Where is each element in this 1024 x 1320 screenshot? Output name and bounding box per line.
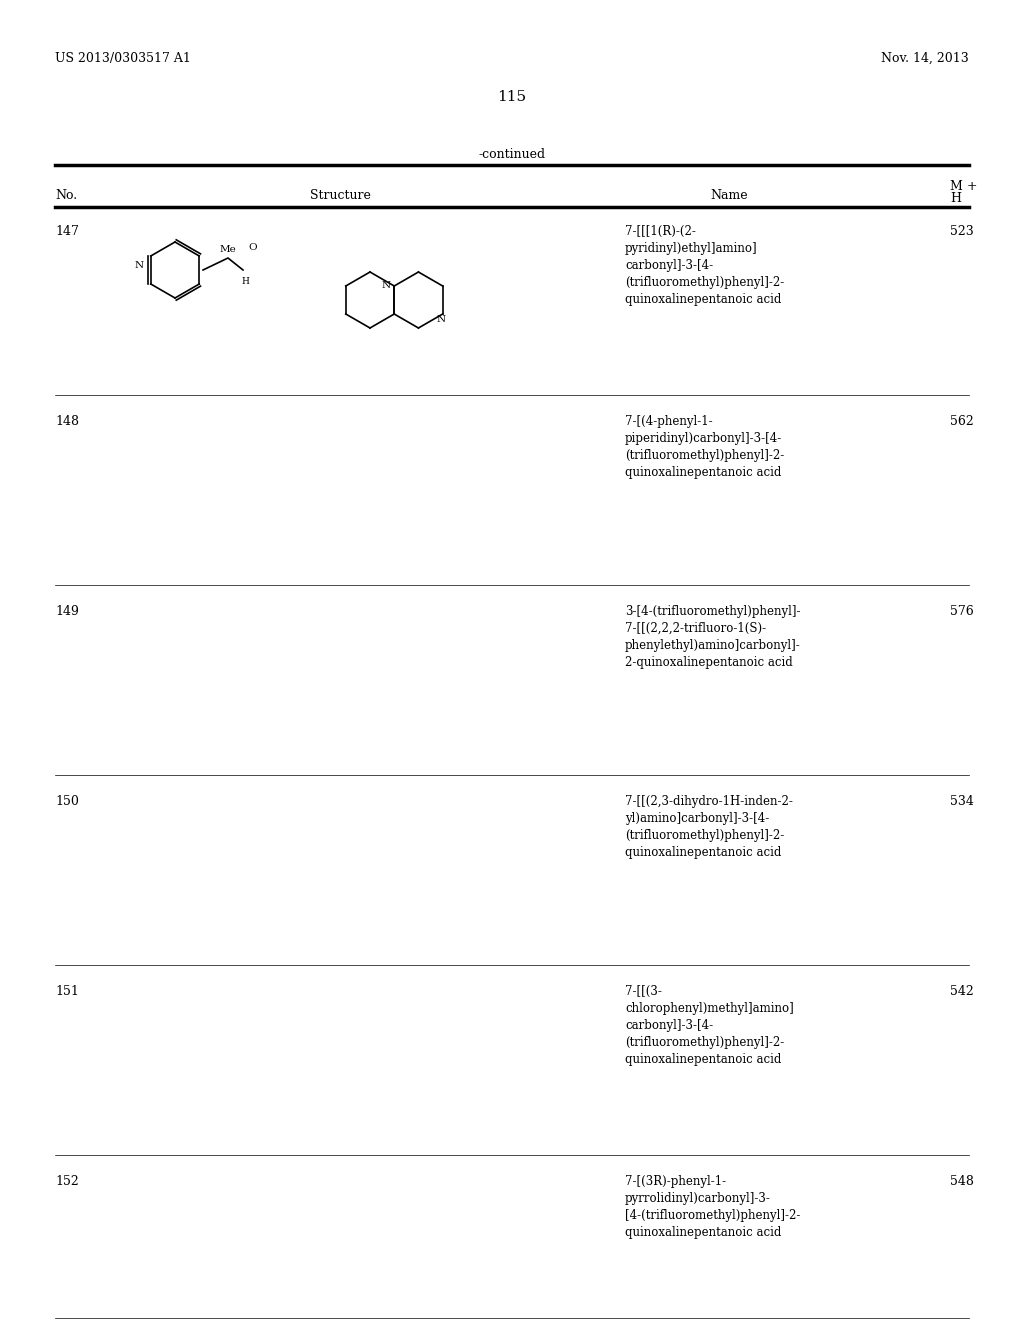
Text: O: O <box>249 243 257 252</box>
Text: 7-[(4-phenyl-1-
piperidinyl)carbonyl]-3-[4-
(trifluoromethyl)phenyl]-2-
quinoxal: 7-[(4-phenyl-1- piperidinyl)carbonyl]-3-… <box>625 414 784 479</box>
Text: -continued: -continued <box>478 148 546 161</box>
Text: 576: 576 <box>950 605 974 618</box>
Text: H: H <box>950 191 961 205</box>
Text: 562: 562 <box>950 414 974 428</box>
Text: M +: M + <box>950 180 978 193</box>
Text: H: H <box>241 277 249 286</box>
Text: Name: Name <box>710 189 748 202</box>
Text: 3-[4-(trifluoromethyl)phenyl]-
7-[[(2,2,2-trifluoro-1(S)-
phenylethyl)amino]carb: 3-[4-(trifluoromethyl)phenyl]- 7-[[(2,2,… <box>625 605 801 669</box>
Text: 147: 147 <box>55 224 79 238</box>
Text: 523: 523 <box>950 224 974 238</box>
Text: Me: Me <box>219 246 237 255</box>
Text: 7-[[[1(R)-(2-
pyridinyl)ethyl]amino]
carbonyl]-3-[4-
(trifluoromethyl)phenyl]-2-: 7-[[[1(R)-(2- pyridinyl)ethyl]amino] car… <box>625 224 784 306</box>
Text: N: N <box>382 281 391 290</box>
Text: 7-[(3R)-phenyl-1-
pyrrolidinyl)carbonyl]-3-
[4-(trifluoromethyl)phenyl]-2-
quino: 7-[(3R)-phenyl-1- pyrrolidinyl)carbonyl]… <box>625 1175 801 1239</box>
Text: 534: 534 <box>950 795 974 808</box>
Text: Nov. 14, 2013: Nov. 14, 2013 <box>882 51 969 65</box>
Text: 115: 115 <box>498 90 526 104</box>
Text: Structure: Structure <box>309 189 371 202</box>
Text: 7-[[(2,3-dihydro-1H-inden-2-
yl)amino]carbonyl]-3-[4-
(trifluoromethyl)phenyl]-2: 7-[[(2,3-dihydro-1H-inden-2- yl)amino]ca… <box>625 795 793 859</box>
Text: N: N <box>436 314 445 323</box>
Text: 152: 152 <box>55 1175 79 1188</box>
Text: 542: 542 <box>950 985 974 998</box>
Text: 148: 148 <box>55 414 79 428</box>
Text: 548: 548 <box>950 1175 974 1188</box>
Text: 7-[[(3-
chlorophenyl)methyl]amino]
carbonyl]-3-[4-
(trifluoromethyl)phenyl]-2-
q: 7-[[(3- chlorophenyl)methyl]amino] carbo… <box>625 985 794 1067</box>
Text: 151: 151 <box>55 985 79 998</box>
Text: 150: 150 <box>55 795 79 808</box>
Text: US 2013/0303517 A1: US 2013/0303517 A1 <box>55 51 190 65</box>
Text: 149: 149 <box>55 605 79 618</box>
Text: No.: No. <box>55 189 77 202</box>
Text: N: N <box>134 260 143 269</box>
